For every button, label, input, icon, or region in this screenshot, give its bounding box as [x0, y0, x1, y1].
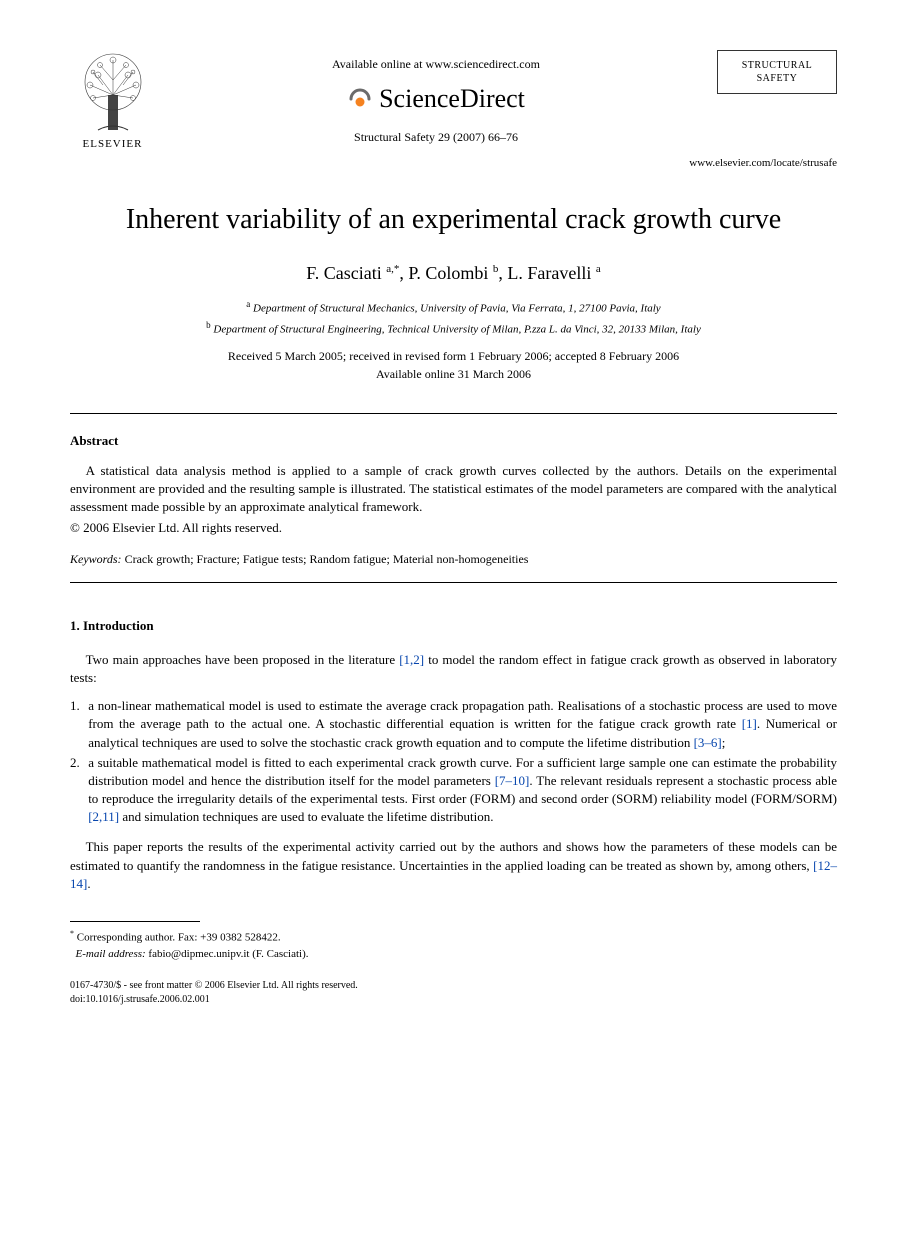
affiliation-a: a Department of Structural Mechanics, Un… — [70, 298, 837, 317]
dates-online: Available online 31 March 2006 — [70, 366, 837, 383]
author-3: L. Faravelli — [507, 263, 595, 283]
rule-top — [70, 413, 837, 414]
list-item-1: a non-linear mathematical model is used … — [70, 697, 837, 752]
footnote-line2: E-mail address: fabio@dipmec.unipv.it (F… — [70, 946, 837, 963]
journal-box-wrapper: STRUCTURAL SAFETY — [717, 50, 837, 94]
email-address[interactable]: fabio@dipmec.unipv.it — [148, 948, 249, 960]
keywords: Keywords: Crack growth; Fracture; Fatigu… — [70, 551, 837, 568]
closing-t1: This paper reports the results of the ex… — [70, 839, 837, 872]
affiliation-a-text: Department of Structural Mechanics, Univ… — [253, 303, 661, 315]
intro-pre: Two main approaches have been proposed i… — [86, 652, 400, 667]
sciencedirect-icon — [347, 86, 373, 112]
cite-1-2[interactable]: [1,2] — [399, 652, 424, 667]
elsevier-label: ELSEVIER — [70, 137, 155, 152]
sciencedirect-logo: ScienceDirect — [155, 81, 717, 117]
cite-7-10[interactable]: [7–10] — [495, 773, 530, 788]
cite-3-6[interactable]: [3–6] — [694, 735, 722, 750]
author-3-affil: a — [596, 263, 601, 275]
footer-issn: 0167-4730/$ - see front matter © 2006 El… — [70, 979, 837, 993]
intro-paragraph: Two main approaches have been proposed i… — [70, 651, 837, 687]
available-online-text: Available online at www.sciencedirect.co… — [155, 56, 717, 73]
journal-reference: Structural Safety 29 (2007) 66–76 — [155, 129, 717, 146]
author-2: P. Colombi — [408, 263, 493, 283]
item2-t3: and simulation techniques are used to ev… — [119, 809, 493, 824]
list-item-2: a suitable mathematical model is fitted … — [70, 754, 837, 827]
closing-paragraph: This paper reports the results of the ex… — [70, 838, 837, 893]
approaches-list: a non-linear mathematical model is used … — [70, 697, 837, 826]
journal-box-line1: STRUCTURAL — [728, 59, 826, 72]
sciencedirect-text: ScienceDirect — [379, 81, 525, 117]
section-1-heading: 1. Introduction — [70, 617, 837, 635]
cite-1[interactable]: [1] — [742, 716, 757, 731]
footer-doi: doi:10.1016/j.strusafe.2006.02.001 — [70, 993, 837, 1007]
footnote-rule — [70, 921, 200, 922]
abstract-body: A statistical data analysis method is ap… — [70, 462, 837, 517]
elsevier-logo-block: ELSEVIER — [70, 50, 155, 152]
corresponding-author-footnote: * Corresponding author. Fax: +39 0382 52… — [70, 928, 837, 963]
journal-url[interactable]: www.elsevier.com/locate/strusafe — [70, 156, 837, 171]
affiliation-b-text: Department of Structural Engineering, Te… — [213, 324, 700, 336]
journal-title-box: STRUCTURAL SAFETY — [717, 50, 837, 94]
closing-t2: . — [87, 876, 90, 891]
authors: F. Casciati a,*, P. Colombi b, L. Farave… — [70, 261, 837, 286]
elsevier-tree-icon — [78, 50, 148, 135]
email-author: (F. Casciati). — [249, 948, 308, 960]
dates-received: Received 5 March 2005; received in revis… — [70, 348, 837, 365]
keywords-text: Crack growth; Fracture; Fatigue tests; R… — [122, 552, 529, 566]
journal-box-line2: SAFETY — [728, 72, 826, 85]
item1-t3: ; — [722, 735, 726, 750]
article-title: Inherent variability of an experimental … — [70, 200, 837, 239]
footnote-corresponding: Corresponding author. Fax: +39 0382 5284… — [77, 932, 281, 944]
abstract-section: Abstract A statistical data analysis met… — [70, 432, 837, 537]
center-header: Available online at www.sciencedirect.co… — [155, 50, 717, 146]
header: ELSEVIER Available online at www.science… — [70, 50, 837, 152]
author-1: F. Casciati — [306, 263, 386, 283]
cite-2-11[interactable]: [2,11] — [88, 809, 119, 824]
author-1-affil: a,* — [386, 263, 399, 275]
footnote-line1: * Corresponding author. Fax: +39 0382 52… — [70, 928, 837, 946]
item1-t1: a non-linear mathematical model is used … — [88, 698, 837, 731]
rule-bottom — [70, 582, 837, 583]
affiliations: a Department of Structural Mechanics, Un… — [70, 298, 837, 338]
affiliation-b: b Department of Structural Engineering, … — [70, 319, 837, 338]
keywords-label: Keywords: — [70, 552, 122, 566]
footer-matter: 0167-4730/$ - see front matter © 2006 El… — [70, 979, 837, 1007]
article-dates: Received 5 March 2005; received in revis… — [70, 348, 837, 383]
abstract-copyright: © 2006 Elsevier Ltd. All rights reserved… — [70, 519, 837, 537]
abstract-heading: Abstract — [70, 432, 837, 450]
email-label: E-mail address: — [76, 948, 146, 960]
